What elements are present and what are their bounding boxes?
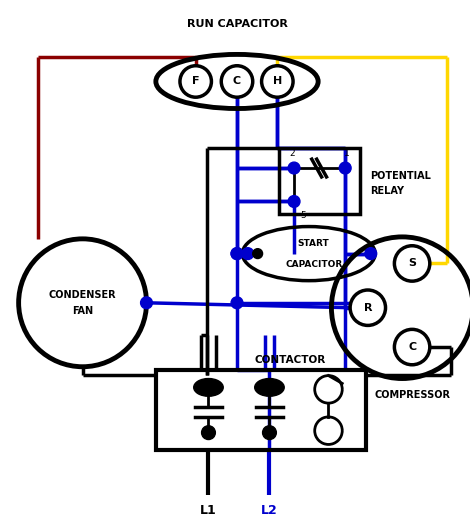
Text: L1: L1: [200, 505, 217, 517]
Circle shape: [288, 196, 300, 208]
Ellipse shape: [255, 379, 284, 396]
Circle shape: [394, 246, 430, 281]
Circle shape: [231, 297, 243, 309]
Circle shape: [221, 66, 253, 97]
Text: 1: 1: [344, 149, 350, 158]
Circle shape: [262, 66, 293, 97]
Circle shape: [350, 290, 385, 325]
Circle shape: [365, 248, 377, 259]
Circle shape: [180, 66, 211, 97]
Text: F: F: [192, 76, 200, 86]
Text: R: R: [364, 303, 372, 313]
Text: H: H: [273, 76, 282, 86]
Circle shape: [263, 426, 276, 439]
Circle shape: [339, 162, 351, 174]
Text: C: C: [408, 342, 416, 352]
Text: S: S: [408, 258, 416, 268]
Text: 5: 5: [300, 211, 306, 220]
Text: C: C: [233, 76, 241, 86]
Text: L2: L2: [261, 505, 278, 517]
Text: RUN CAPACITOR: RUN CAPACITOR: [187, 19, 287, 29]
Text: 2: 2: [289, 149, 295, 158]
Text: FAN: FAN: [72, 305, 93, 316]
Circle shape: [231, 248, 243, 259]
Circle shape: [201, 426, 215, 439]
Text: POTENTIAL: POTENTIAL: [370, 171, 431, 181]
Circle shape: [394, 329, 430, 365]
Circle shape: [242, 248, 254, 259]
Bar: [156, 370, 366, 450]
Circle shape: [288, 162, 300, 174]
Circle shape: [253, 249, 263, 258]
Text: START: START: [298, 238, 329, 248]
Circle shape: [231, 248, 243, 259]
Text: CAPACITOR: CAPACITOR: [285, 259, 342, 268]
Text: RELAY: RELAY: [370, 186, 404, 196]
Ellipse shape: [194, 379, 223, 396]
Text: CONDENSER: CONDENSER: [49, 290, 117, 300]
Bar: [279, 149, 360, 214]
Circle shape: [141, 297, 153, 309]
Text: CONTACTOR: CONTACTOR: [255, 355, 326, 365]
Text: COMPRESSOR: COMPRESSOR: [374, 390, 450, 400]
